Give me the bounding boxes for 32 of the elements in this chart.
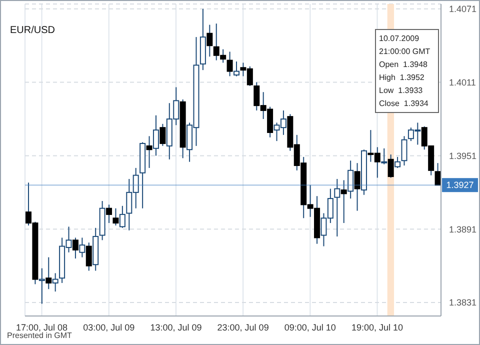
y-tick-label: 1.4011 xyxy=(449,78,476,88)
annotation: 10.07.2009 xyxy=(379,33,420,45)
x-tick-label: 17:00, Jul 08 xyxy=(16,322,68,332)
candlestick xyxy=(394,156,401,168)
ref-line-label: 1.3927 xyxy=(446,180,474,190)
candlestick xyxy=(234,61,240,77)
annotation: Low 1.3933 xyxy=(379,85,424,97)
y-tick-label: 1.3951 xyxy=(449,150,477,161)
candlestick xyxy=(434,162,441,186)
candlestick xyxy=(348,160,354,200)
annotation: Close 1.3934 xyxy=(379,98,430,110)
candlestick xyxy=(52,272,58,292)
y-tick-label: 1.3891 xyxy=(449,224,477,234)
candlestick xyxy=(152,114,159,156)
text: Presented in GMT xyxy=(7,331,72,340)
candlestick xyxy=(38,268,45,304)
candlestick xyxy=(401,136,408,166)
candlestick xyxy=(334,178,340,237)
y-tick-label: 1.4071 xyxy=(449,4,477,14)
x-tick-label: 19:00, Jul 10 xyxy=(351,322,404,332)
x-tick-label: 23:00, Jul 09 xyxy=(217,322,269,332)
y-tick-label: 1.3831 xyxy=(449,298,477,308)
x-tick-label: 13:00, Jul 09 xyxy=(150,322,202,332)
x-tick-label: 09:00, Jul 10 xyxy=(284,322,336,332)
candlestick xyxy=(381,148,388,165)
candlestick xyxy=(119,205,126,228)
annotation: Open 1.3948 xyxy=(379,59,428,71)
annotation: High 1.3952 xyxy=(379,72,426,84)
candlestick xyxy=(79,237,86,258)
x-tick-label: 03:00, Jul 09 xyxy=(83,322,135,332)
text: EUR/USD xyxy=(10,25,56,36)
annotation: 21:00:00 GMT xyxy=(379,46,432,58)
